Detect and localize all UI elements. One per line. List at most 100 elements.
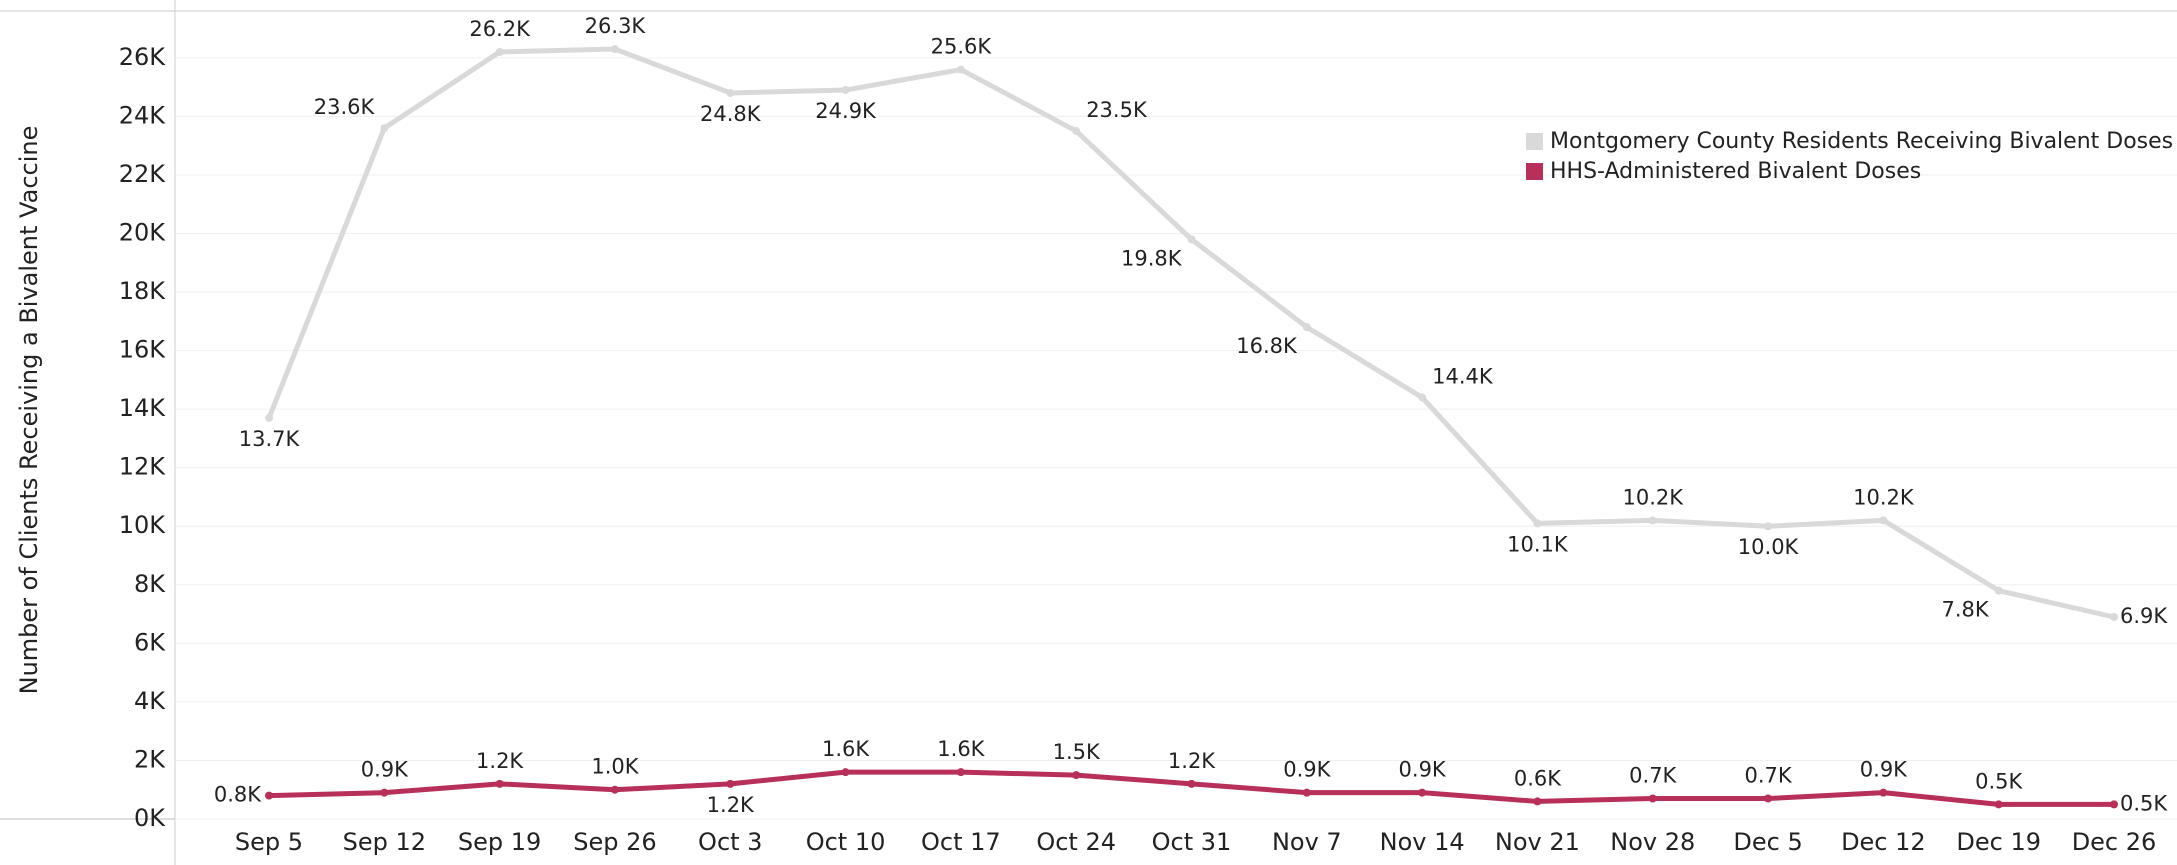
x-tick-label: Nov 7	[1272, 828, 1342, 856]
y-tick-label: 0K	[134, 804, 166, 832]
y-tick-label: 12K	[119, 453, 167, 481]
point	[1994, 586, 2003, 595]
x-tick-label: Nov 14	[1380, 828, 1465, 856]
point	[1648, 516, 1657, 525]
point	[1187, 235, 1196, 244]
data-label: 16.8K	[1236, 334, 1298, 358]
x-tick-label: Oct 3	[698, 828, 762, 856]
point	[380, 788, 389, 797]
data-label: 26.2K	[469, 17, 531, 41]
point	[1533, 797, 1542, 806]
x-tick-label: Dec 19	[1956, 828, 2041, 856]
y-tick-label: 2K	[134, 745, 166, 773]
data-label: 0.9K	[361, 758, 409, 782]
data-label: 7.8K	[1942, 598, 1990, 622]
point	[1648, 794, 1657, 803]
point	[956, 65, 965, 74]
data-label: 0.7K	[1629, 764, 1677, 788]
data-label: 10.2K	[1853, 485, 1915, 509]
point	[1764, 794, 1773, 803]
point	[1879, 516, 1888, 525]
x-tick-label: Sep 26	[573, 828, 656, 856]
data-label: 0.7K	[1744, 764, 1792, 788]
point	[726, 88, 735, 97]
y-tick-label: 18K	[119, 277, 167, 305]
point	[1187, 779, 1196, 788]
point	[1533, 519, 1542, 528]
y-axis-label: Number of Clients Receiving a Bivalent V…	[15, 126, 43, 695]
x-tick-label: Sep 19	[458, 828, 541, 856]
data-label: 1.2K	[476, 749, 524, 773]
x-tick-label: Oct 31	[1152, 828, 1232, 856]
y-tick-label: 16K	[119, 336, 167, 364]
point	[1302, 323, 1311, 332]
point	[265, 413, 273, 422]
data-label: 0.9K	[1399, 758, 1447, 782]
point	[1302, 788, 1311, 797]
data-label: 1.5K	[1053, 740, 1101, 764]
data-label: 1.0K	[591, 755, 639, 779]
point	[380, 124, 389, 133]
data-label: 0.9K	[1283, 758, 1331, 782]
x-tick-label: Nov 28	[1610, 828, 1695, 856]
data-label: 24.8K	[700, 102, 762, 126]
data-label: 26.3K	[585, 14, 647, 38]
y-tick-label: 24K	[119, 101, 167, 129]
point	[1764, 522, 1773, 531]
y-tick-label: 10K	[119, 511, 167, 539]
data-label: 1.2K	[707, 793, 755, 817]
data-label: 0.8K	[214, 783, 262, 807]
point	[610, 45, 619, 54]
legend-swatch	[1526, 163, 1543, 180]
point	[1072, 127, 1081, 136]
data-label: 23.5K	[1086, 98, 1148, 122]
x-tick-label: Sep 5	[235, 828, 303, 856]
x-tick-label: Oct 10	[806, 828, 886, 856]
point	[841, 86, 850, 95]
point	[495, 47, 504, 56]
data-label: 25.6K	[931, 35, 993, 59]
series-line	[268, 769, 2114, 807]
point	[1418, 788, 1427, 797]
point	[265, 791, 273, 800]
point	[495, 779, 504, 788]
x-tick-label: Nov 21	[1495, 828, 1580, 856]
y-tick-label: 22K	[119, 160, 167, 188]
data-label: 0.6K	[1514, 766, 1562, 790]
point	[726, 779, 735, 788]
y-tick-label: 26K	[119, 43, 167, 71]
point	[610, 785, 619, 794]
data-label: 13.7K	[239, 427, 301, 451]
legend-label: HHS-Administered Bivalent Doses	[1550, 159, 1921, 184]
y-tick-label: 14K	[119, 394, 167, 422]
data-label: 0.9K	[1860, 758, 1908, 782]
data-label: 23.6K	[314, 95, 376, 119]
data-label: 24.9K	[815, 99, 877, 123]
data-label: 19.8K	[1121, 246, 1183, 270]
y-tick-label: 8K	[134, 570, 166, 598]
data-label: 0.5K	[1975, 769, 2023, 793]
legend-label: Montgomery County Residents Receiving Bi…	[1550, 129, 2173, 154]
x-tick-label: Oct 24	[1036, 828, 1116, 856]
point	[841, 768, 850, 777]
y-tick-label: 4K	[134, 687, 166, 715]
y-tick-label: 20K	[119, 218, 167, 246]
point	[1879, 788, 1888, 797]
x-tick-label: Sep 12	[343, 828, 426, 856]
data-label: 10.0K	[1738, 535, 1800, 559]
data-label: 6.9K	[2120, 604, 2168, 628]
point	[956, 768, 965, 777]
point	[2110, 800, 2118, 809]
point	[2110, 613, 2118, 621]
point	[1072, 771, 1081, 780]
data-label: 0.5K	[2120, 791, 2168, 815]
data-label: 1.6K	[937, 737, 985, 761]
data-label: 10.2K	[1622, 485, 1684, 509]
x-tick-label: Dec 26	[2072, 828, 2157, 856]
point	[1994, 800, 2003, 809]
data-label: 14.4K	[1432, 364, 1494, 388]
data-label: 10.1K	[1507, 532, 1569, 556]
x-tick-label: Dec 12	[1841, 828, 1926, 856]
